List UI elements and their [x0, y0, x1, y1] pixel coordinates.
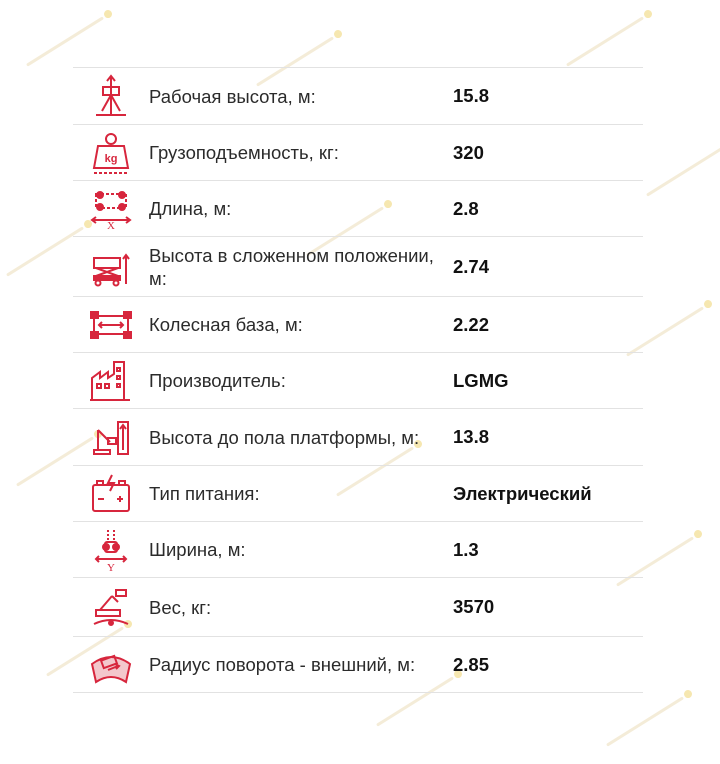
load-capacity-icon: kg: [73, 130, 149, 176]
spec-row-wheelbase: Колесная база, м: 2.22: [73, 297, 643, 353]
spec-row-width: Y Ширина, м: 1.3: [73, 522, 643, 578]
spec-value: 13.8: [453, 426, 490, 447]
length-icon: X: [73, 186, 149, 232]
spec-label: Длина, м:: [149, 198, 232, 219]
watermark: [566, 16, 644, 67]
wheelbase-icon: [73, 302, 149, 348]
weight-icon: [73, 584, 149, 630]
spec-value: 2.22: [453, 313, 490, 335]
spec-row-power-type: Тип питания: Электрический: [73, 466, 643, 522]
specifications-table: Рабочая высота, м: 15.8 kg Грузоподъемно…: [73, 67, 643, 693]
spec-row-stowed-height: Высота в сложенном положении, м: 2.74: [73, 237, 643, 297]
spec-value: 320: [453, 141, 484, 163]
spec-value: 2.74: [453, 255, 490, 277]
spec-row-platform-height: Высота до пола платформы, м: 13.8: [73, 409, 643, 466]
spec-value: 3570: [453, 596, 495, 617]
spec-value: 1.3: [453, 538, 479, 560]
spec-label: Рабочая высота, м:: [149, 85, 316, 107]
spec-label: Ширина, м:: [149, 539, 246, 560]
spec-value: 2.8: [453, 197, 479, 219]
working-height-icon: [73, 73, 149, 119]
spec-label: Грузоподъемность, кг:: [149, 142, 339, 163]
spec-label: Высота в сложенном положении, м:: [149, 244, 434, 289]
svg-text:Y: Y: [107, 562, 115, 573]
spec-label: Высота до пола платформы, м:: [149, 426, 420, 448]
watermark: [606, 696, 684, 747]
spec-label: Вес, кг:: [149, 596, 212, 618]
platform-height-icon: [73, 414, 149, 460]
spec-row-load-capacity: kg Грузоподъемность, кг: 320: [73, 125, 643, 181]
spec-label: Производитель:: [149, 370, 286, 391]
spec-label: Колесная база, м:: [149, 314, 303, 335]
svg-text:X: X: [107, 220, 115, 232]
spec-value: Электрический: [453, 482, 592, 504]
spec-row-turning-radius: Радиус поворота - внешний, м: 2.85: [73, 637, 643, 693]
power-type-icon: [73, 471, 149, 517]
spec-row-manufacturer: Производитель: LGMG: [73, 353, 643, 409]
watermark: [646, 146, 720, 197]
turning-radius-icon: [73, 642, 149, 688]
spec-value: 2.85: [453, 653, 490, 675]
watermark: [26, 16, 104, 67]
spec-row-weight: Вес, кг: 3570: [73, 578, 643, 637]
spec-row-working-height: Рабочая высота, м: 15.8: [73, 68, 643, 125]
spec-value: 15.8: [453, 85, 490, 106]
width-icon: Y: [73, 527, 149, 573]
stowed-height-icon: [73, 244, 149, 290]
spec-row-length: X Длина, м: 2.8: [73, 181, 643, 237]
manufacturer-icon: [73, 358, 149, 404]
spec-label: Радиус поворота - внешний, м:: [149, 654, 416, 675]
svg-text:kg: kg: [105, 153, 118, 165]
spec-value: LGMG: [453, 369, 509, 391]
spec-label: Тип питания:: [149, 483, 260, 504]
